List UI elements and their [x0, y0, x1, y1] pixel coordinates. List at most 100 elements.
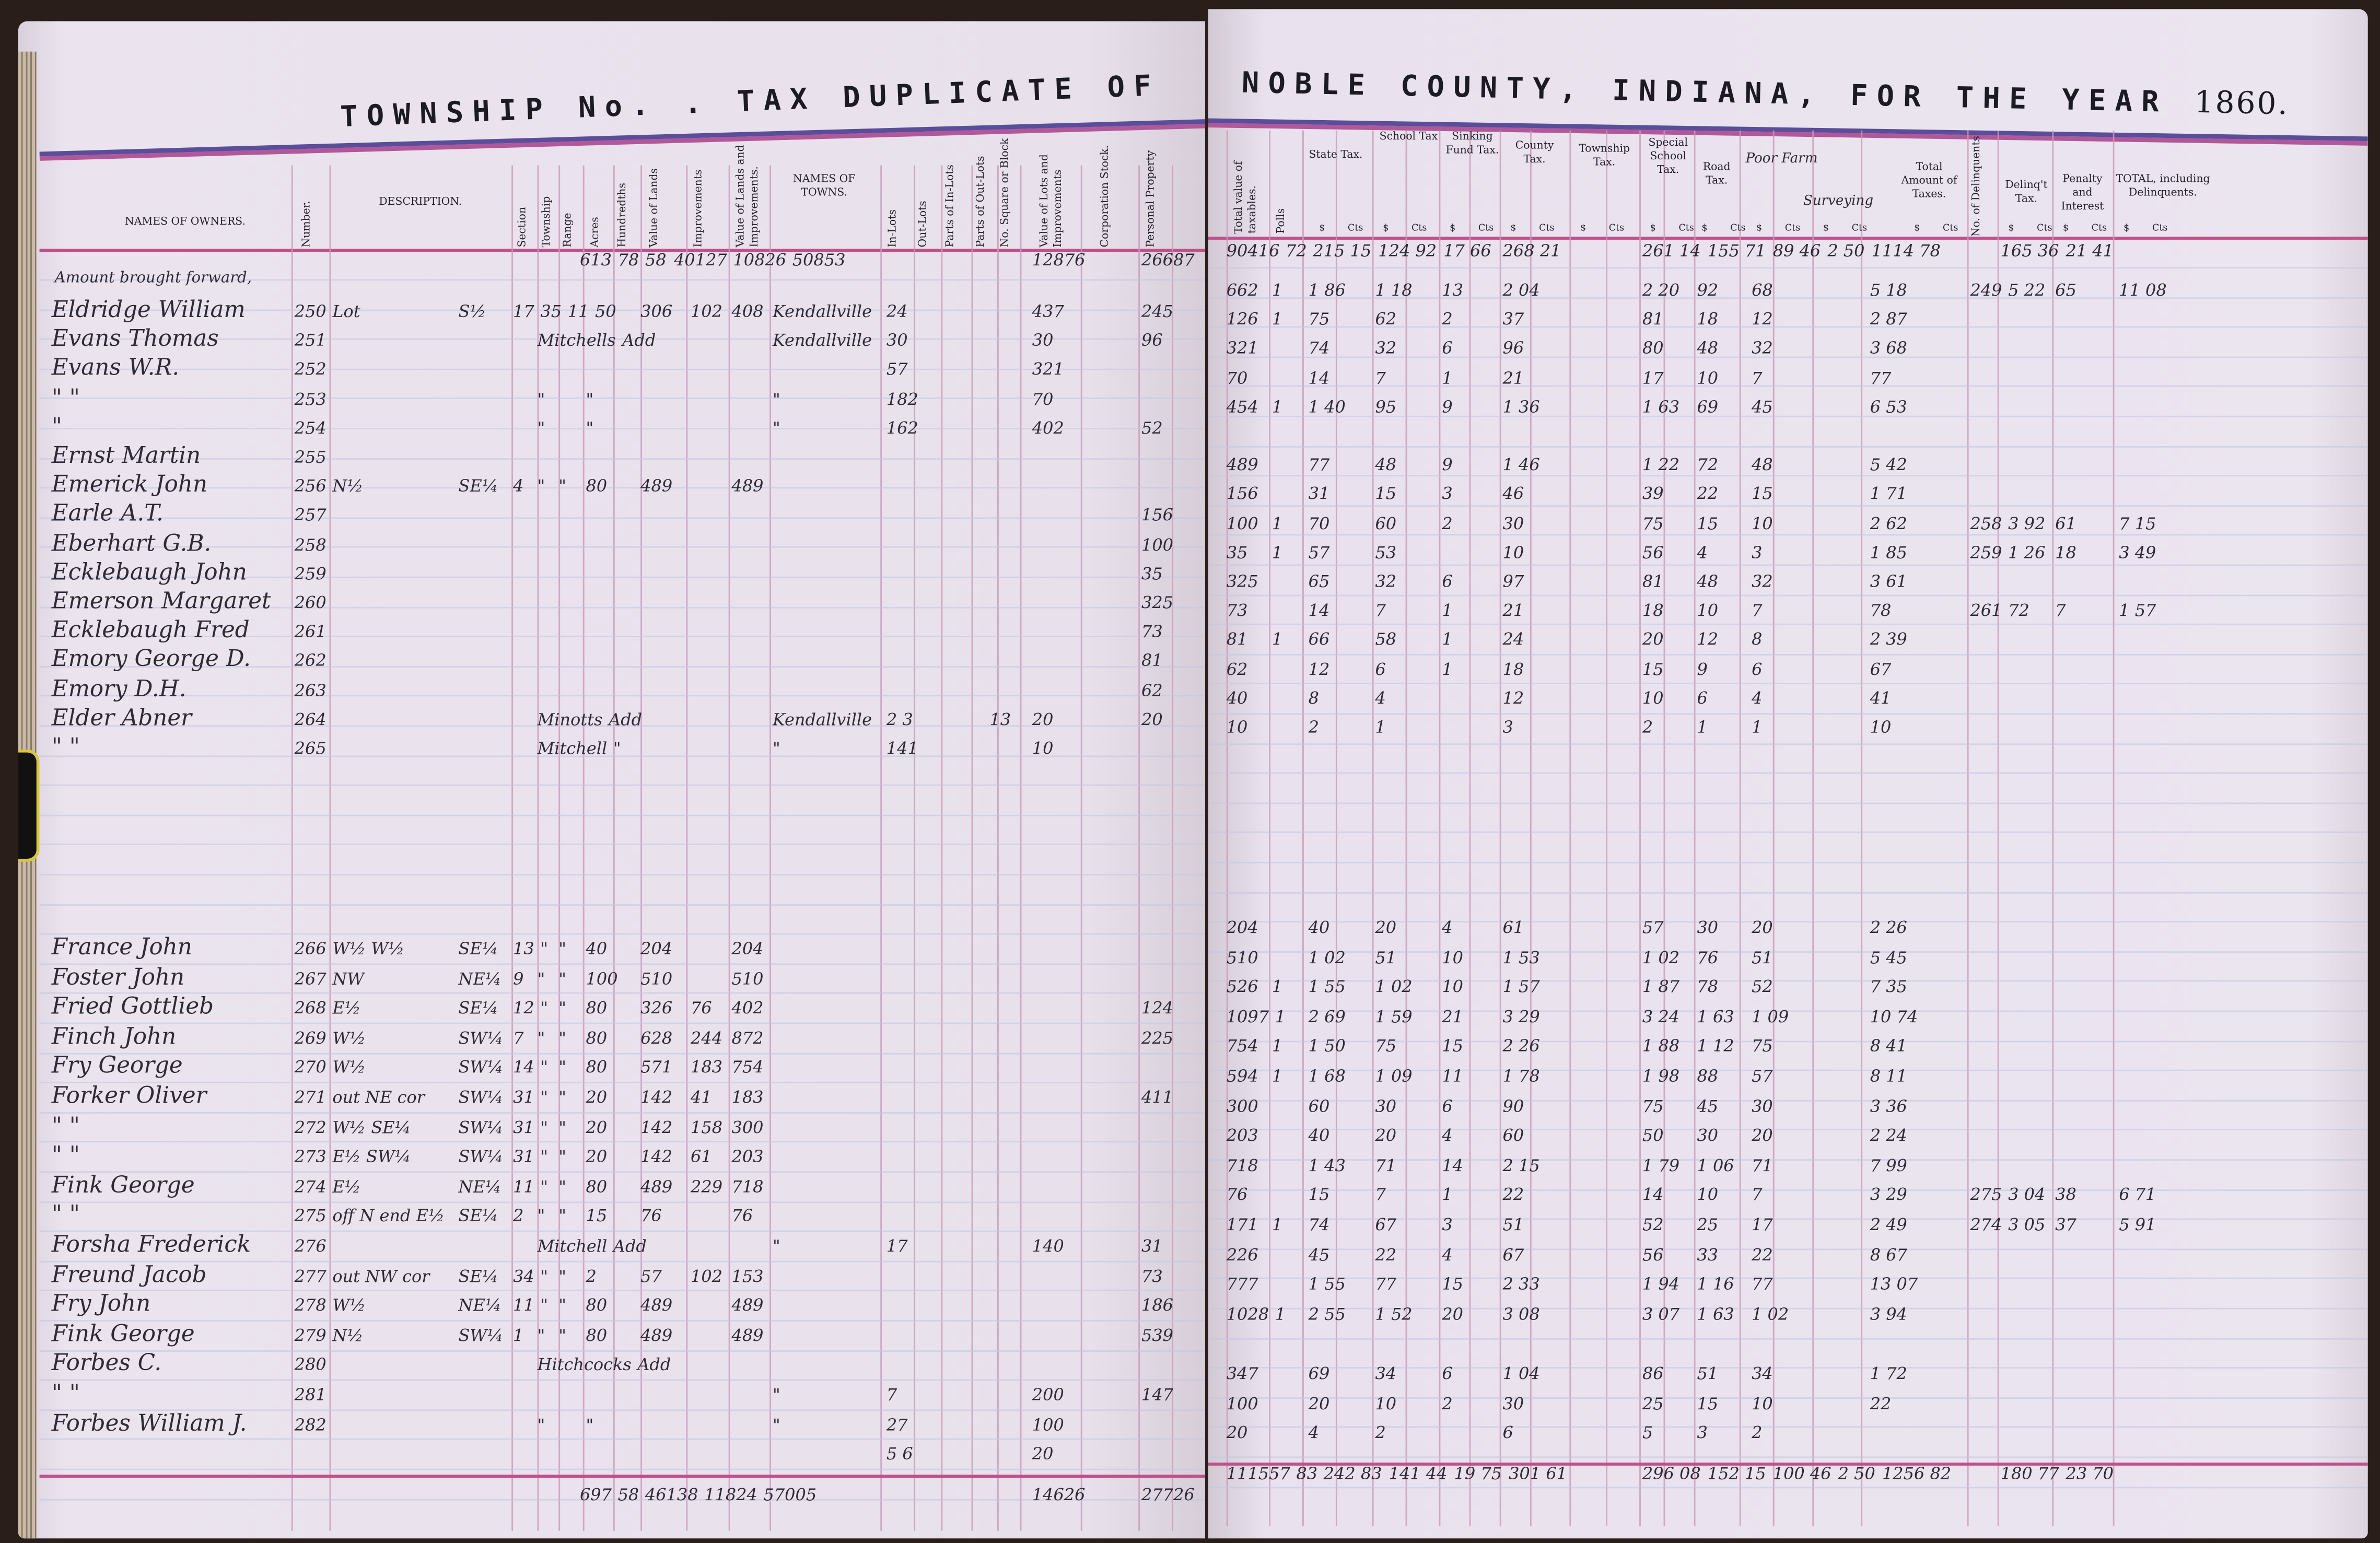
- row-rule: [1208, 951, 2368, 953]
- tax-cell: 31: [1308, 484, 1330, 505]
- row-rule: [39, 458, 1206, 459]
- cell-sec: 2: [513, 1207, 524, 1227]
- tax-cell: 14: [1308, 601, 1330, 621]
- tax-cell: 68: [1752, 280, 1773, 301]
- tax-cell: 1 02: [1375, 977, 1413, 997]
- tax-cell: 1: [1271, 630, 1283, 650]
- tax-cell: 77: [1870, 368, 1892, 388]
- tax-cell: 62: [1375, 310, 1397, 330]
- header-owners: NAMES OF OWNERS.: [124, 215, 246, 228]
- row-rule: [1208, 445, 2368, 447]
- cell-num: 261: [294, 622, 326, 642]
- row-rule: [1208, 505, 2368, 507]
- tax-cell: 6: [1442, 572, 1453, 592]
- tax-cell: 1 55: [1308, 1275, 1346, 1295]
- tax-cell: 1 55: [1308, 977, 1346, 997]
- row-rule: [39, 1498, 1206, 1500]
- owner-name: " ": [51, 1379, 80, 1407]
- row-rule: [1208, 385, 2368, 388]
- cell-tot: 183: [731, 1088, 764, 1108]
- right-title-text: NOBLE COUNTY, INDIANA, FOR THE YEAR: [1241, 66, 2168, 120]
- total-tax: 141 44: [1389, 1464, 1448, 1484]
- forward-tax: 124 92: [1378, 241, 1437, 261]
- header-state: State Tax.: [1309, 148, 1363, 161]
- cell-num: 268: [294, 998, 326, 1019]
- tax-cell: 30: [1502, 1394, 1524, 1413]
- tax-cell: 3: [1697, 1423, 1708, 1443]
- cell-desc: out NE cor: [332, 1088, 425, 1108]
- cell-part: SW¼: [458, 1028, 504, 1048]
- tax-cell: 88: [1697, 1066, 1719, 1086]
- owner-name: Elder Abner: [51, 704, 192, 731]
- cell-inlot: 17: [886, 1236, 908, 1257]
- cell-pers: 325: [1141, 593, 1174, 613]
- cell-desc: N½: [332, 476, 364, 497]
- row-rule: [1208, 1040, 2368, 1042]
- column-rule: [511, 165, 514, 1531]
- cell-acres: ": [586, 1415, 594, 1435]
- cell-twp: ": [540, 1058, 549, 1078]
- tax-cell: 8 67: [1870, 1245, 1907, 1265]
- forward-tax: 72: [1286, 241, 1307, 261]
- cell-lots: 200: [1032, 1385, 1064, 1405]
- tax-cell: 69: [1308, 1364, 1330, 1384]
- tax-cell: 41: [1870, 688, 1892, 708]
- tax-cell: 1 79: [1642, 1155, 1680, 1176]
- tax-cell: 40: [1308, 1126, 1330, 1146]
- column-rule: [291, 165, 293, 1531]
- tax-cell: 2 39: [1870, 630, 1907, 650]
- cents-label: Cts: [1478, 223, 1494, 234]
- tax-cell: 30: [1697, 1126, 1719, 1146]
- owner-name: France John: [51, 933, 192, 961]
- row-rule: [39, 576, 1206, 578]
- tax-cell: 95: [1375, 397, 1397, 417]
- owner-name: Fried Gottlieb: [51, 992, 214, 1020]
- tax-cell: 6: [1502, 1423, 1513, 1443]
- cell-acres: 20: [586, 1147, 608, 1167]
- tax-cell: 77: [1752, 1275, 1773, 1295]
- row-rule: [39, 785, 1206, 787]
- tax-cell: 2: [1442, 310, 1453, 330]
- cell-lands: 326: [640, 998, 673, 1019]
- cell-part: SW¼: [458, 1147, 504, 1167]
- tax-cell: 12: [1697, 630, 1719, 650]
- cell-num: 275: [294, 1207, 326, 1227]
- row-rule: [39, 1349, 1206, 1351]
- tax-cell: 37: [1502, 310, 1524, 330]
- total-tax: 100 46: [1772, 1464, 1831, 1484]
- cell-twp: ": [540, 1177, 549, 1197]
- cell-num: 264: [294, 709, 326, 730]
- tax-cell: 1 88: [1642, 1036, 1680, 1057]
- cell-lots: 10: [1032, 739, 1054, 759]
- tax-cell: 3 68: [1870, 338, 1907, 359]
- row-rule: [39, 844, 1206, 846]
- tax-cell: 20: [1375, 918, 1397, 938]
- cell-num: 276: [294, 1236, 326, 1257]
- cell-sec: 17: [513, 302, 534, 322]
- header-value-lands: Value of Lands: [648, 168, 660, 248]
- cell-pers: 73: [1141, 1266, 1163, 1286]
- cell-town: ": [772, 739, 780, 759]
- cell-rng: ": [558, 998, 566, 1019]
- cents-label: Cts: [2091, 223, 2107, 234]
- tax-cell: 2: [1642, 717, 1653, 738]
- tax-cell: 2: [1375, 1423, 1386, 1443]
- cell-impr: 76: [691, 998, 712, 1019]
- cell-part: S½: [458, 302, 486, 322]
- cell-tot: 718: [731, 1177, 764, 1197]
- tax-cell: 78: [1697, 977, 1719, 997]
- tax-cell: 2 49: [1870, 1215, 1907, 1235]
- cell-sec: 14: [513, 1058, 534, 1078]
- tax-cell: 25: [1642, 1394, 1664, 1413]
- cell-rng: ": [558, 968, 566, 989]
- forward-tax: 1114 78: [1871, 241, 1941, 261]
- tax-cell: 80: [1642, 338, 1664, 359]
- tax-cell: 2: [1308, 717, 1319, 738]
- cell-desc: W½: [332, 1028, 366, 1048]
- tax-cell: 1: [1442, 659, 1453, 680]
- cell-pers: 35: [1141, 564, 1163, 584]
- cell-pers: 62: [1141, 680, 1163, 700]
- cell-lots: 321: [1032, 360, 1064, 380]
- tax-cell: 7: [1752, 368, 1763, 388]
- tax-cell: 56: [1642, 543, 1664, 563]
